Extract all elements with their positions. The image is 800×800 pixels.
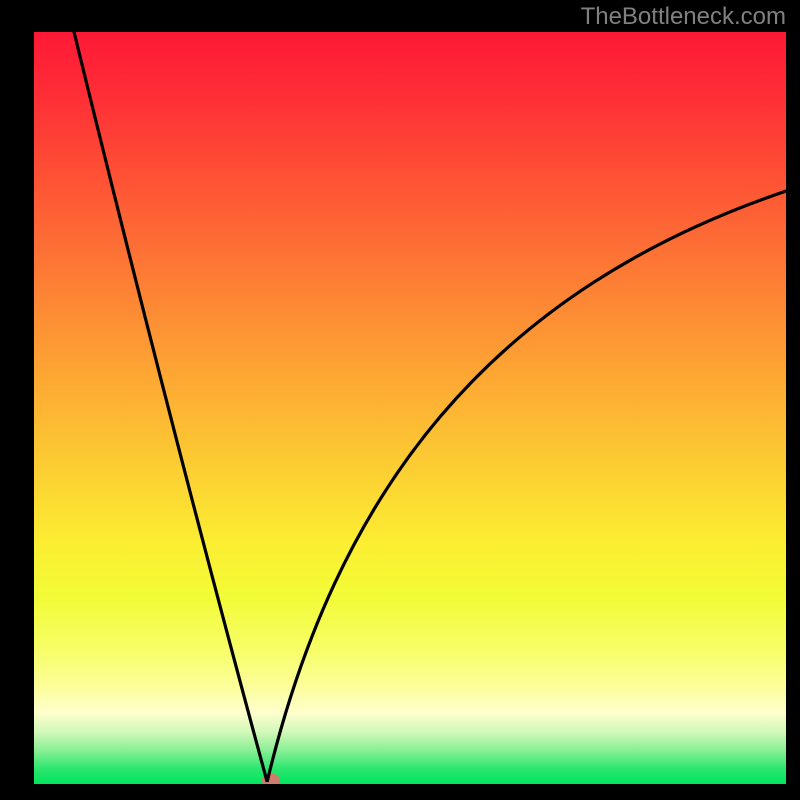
bottleneck-chart: TheBottleneck.com xyxy=(0,0,800,800)
watermark-text: TheBottleneck.com xyxy=(581,3,786,30)
plot-area-gradient xyxy=(34,32,786,784)
